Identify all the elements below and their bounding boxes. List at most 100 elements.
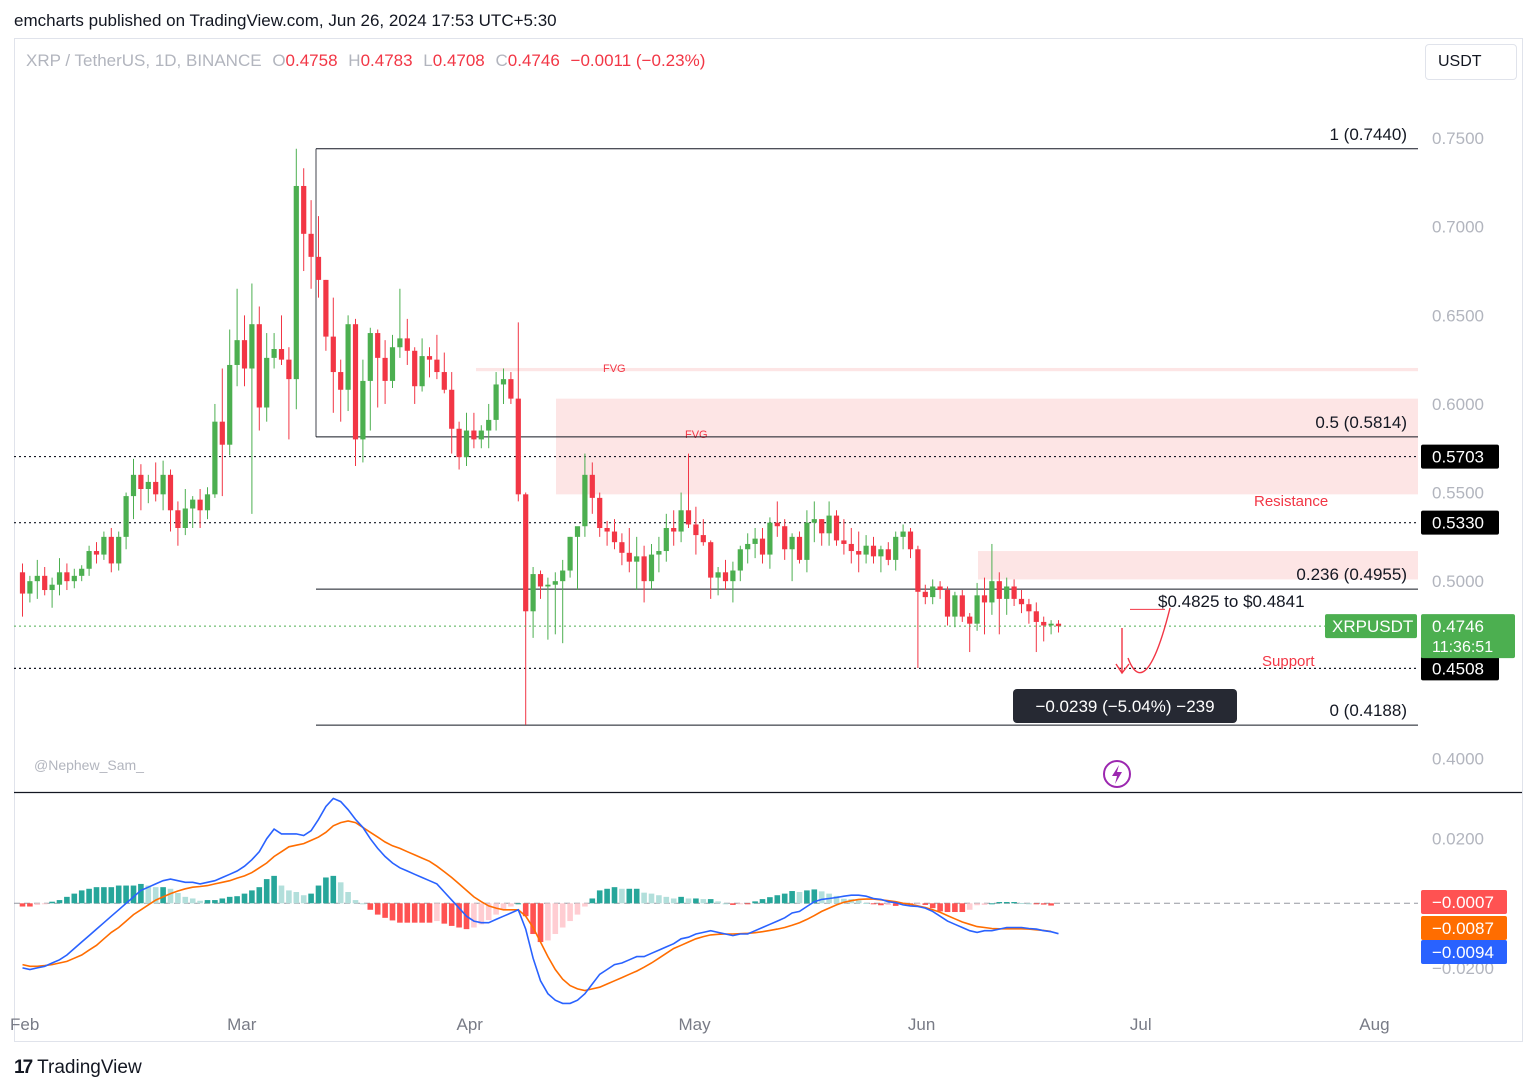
candle-body bbox=[212, 421, 218, 495]
macd-histogram-bar bbox=[278, 885, 285, 904]
macd-histogram-bar bbox=[315, 885, 322, 904]
candle-body bbox=[27, 581, 33, 594]
macd-histogram-bar bbox=[996, 902, 1003, 904]
candle-body bbox=[219, 421, 225, 445]
macd-histogram-bar bbox=[811, 889, 818, 904]
candle-body bbox=[915, 549, 921, 592]
macd-histogram-bar bbox=[108, 887, 115, 904]
macd-histogram-bar bbox=[167, 888, 174, 904]
candle-body bbox=[323, 279, 329, 337]
projection-arrow bbox=[1115, 607, 1171, 675]
macd-histogram-bar bbox=[219, 898, 226, 904]
symbol-tag bbox=[1325, 614, 1417, 639]
macd-histogram-bar bbox=[730, 903, 736, 905]
macd-histogram-bar bbox=[626, 888, 633, 904]
macd-histogram-bar bbox=[737, 903, 744, 905]
macd-histogram-bar bbox=[922, 903, 929, 905]
candle-body bbox=[796, 536, 803, 560]
macd-histogram-bar bbox=[522, 903, 529, 917]
candle-body bbox=[893, 536, 899, 560]
macd-histogram-bar bbox=[989, 903, 995, 905]
macd-histogram-bar bbox=[160, 887, 166, 904]
candle-body bbox=[449, 389, 455, 429]
macd-histogram-bar bbox=[500, 903, 507, 910]
level-price-tag bbox=[1421, 656, 1499, 681]
candle-body bbox=[685, 510, 692, 525]
macd-histogram-bar bbox=[678, 896, 684, 904]
candle-body bbox=[545, 584, 551, 587]
candle-body bbox=[515, 398, 521, 495]
macd-histogram-bar bbox=[41, 903, 48, 905]
macd-histogram-bar bbox=[966, 903, 973, 910]
macd-histogram-bar bbox=[892, 903, 899, 906]
macd-histogram-bar bbox=[1011, 902, 1017, 904]
candle-body bbox=[293, 185, 299, 380]
level-price-tag bbox=[1421, 444, 1499, 469]
macd-histogram-bar bbox=[86, 888, 92, 904]
candle-body bbox=[552, 581, 558, 585]
macd-histogram-bar bbox=[582, 903, 588, 907]
candle-body bbox=[441, 372, 447, 390]
level-price-tag bbox=[1421, 510, 1499, 535]
candle-body bbox=[190, 499, 196, 509]
candle-body bbox=[693, 524, 699, 536]
candle-body bbox=[567, 536, 573, 571]
price-axis-tick: 0.5500 bbox=[1432, 484, 1484, 503]
candle-body bbox=[959, 595, 965, 617]
candle-body bbox=[153, 481, 159, 495]
close-key: C bbox=[495, 51, 508, 70]
macd-histogram-bar bbox=[78, 890, 85, 904]
macd-histogram-bar bbox=[774, 895, 781, 904]
author-watermark: @Nephew_Sam_ bbox=[34, 757, 144, 773]
candle-body bbox=[352, 324, 359, 440]
candle-body bbox=[234, 340, 240, 365]
macd-histogram-bar bbox=[685, 898, 692, 904]
macd-histogram-bar bbox=[382, 903, 388, 918]
candle-body bbox=[375, 333, 381, 358]
candle-body bbox=[597, 497, 603, 528]
macd-histogram-bar bbox=[841, 898, 847, 904]
time-axis-tick: Mar bbox=[227, 1015, 257, 1034]
currency-button[interactable]: USDT bbox=[1425, 44, 1517, 80]
candle-body bbox=[737, 549, 743, 571]
tradingview-logo[interactable]: 17 TradingView bbox=[14, 1057, 142, 1079]
candle-body bbox=[678, 510, 684, 532]
macd-histogram-bar bbox=[419, 903, 425, 923]
candle-body bbox=[648, 554, 655, 582]
tradingview-wordmark: TradingView bbox=[37, 1057, 142, 1078]
macd-histogram-bar bbox=[1003, 902, 1010, 904]
macd-histogram-bar bbox=[752, 901, 758, 904]
symbol-label[interactable]: XRP / TetherUS, 1D, BINANCE bbox=[26, 51, 262, 70]
chart-frame bbox=[14, 38, 1523, 1042]
fib-level-label: 0.236 (0.4955) bbox=[1296, 565, 1407, 584]
macd-histogram-bar bbox=[300, 895, 307, 904]
candle-body bbox=[560, 570, 566, 582]
macd-histogram-bar bbox=[360, 903, 366, 905]
macd-histogram-bar bbox=[145, 885, 152, 904]
candle-body bbox=[967, 616, 973, 624]
macd-histogram-bar bbox=[389, 903, 396, 921]
candle-body bbox=[656, 551, 662, 555]
macd-histogram-bar bbox=[330, 875, 337, 904]
candle-body bbox=[397, 338, 403, 348]
candle-body bbox=[138, 474, 144, 490]
macd-histogram-bar bbox=[796, 892, 803, 904]
candle-body bbox=[722, 572, 729, 582]
time-axis-tick: Jul bbox=[1130, 1015, 1152, 1034]
candle-body bbox=[256, 324, 262, 408]
candle-body bbox=[19, 572, 26, 594]
candle-body bbox=[116, 536, 122, 564]
fvg-zone bbox=[556, 398, 1418, 495]
level-price-tag-text: 0.5330 bbox=[1432, 514, 1484, 533]
candle-body bbox=[1011, 586, 1017, 599]
candle-body bbox=[167, 474, 174, 511]
signal-value-tag-text: −0.0087 bbox=[1432, 919, 1494, 938]
macd-histogram-bar bbox=[323, 877, 329, 904]
macd-histogram-bar bbox=[589, 898, 596, 904]
macd-histogram-bar bbox=[1018, 902, 1025, 904]
macd-histogram-bar bbox=[952, 903, 958, 913]
macd-histogram-bar bbox=[1040, 903, 1047, 905]
macd-histogram-bar bbox=[870, 903, 877, 905]
candle-body bbox=[745, 543, 751, 550]
